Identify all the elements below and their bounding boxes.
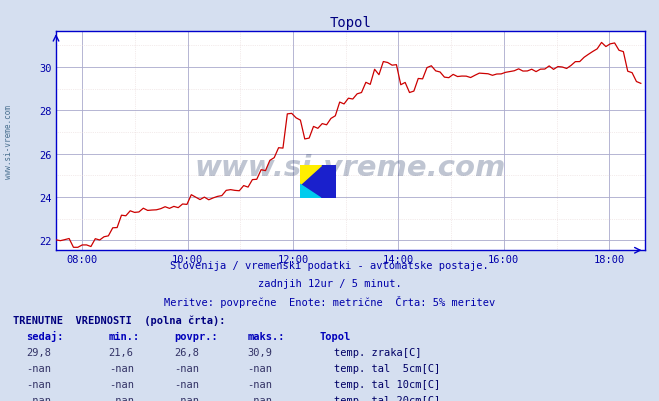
Text: -nan: -nan [26, 363, 51, 373]
Text: Meritve: povprečne  Enote: metrične  Črta: 5% meritev: Meritve: povprečne Enote: metrične Črta:… [164, 295, 495, 307]
Text: -nan: -nan [247, 395, 272, 401]
Text: TRENUTNE  VREDNOSTI  (polna črta):: TRENUTNE VREDNOSTI (polna črta): [13, 314, 225, 325]
Text: -nan: -nan [247, 363, 272, 373]
Text: Slovenija / vremenski podatki - avtomatske postaje.: Slovenija / vremenski podatki - avtomats… [170, 261, 489, 271]
Text: zadnjih 12ur / 5 minut.: zadnjih 12ur / 5 minut. [258, 279, 401, 289]
Title: Topol: Topol [330, 16, 371, 30]
Text: -nan: -nan [175, 395, 200, 401]
Text: 21,6: 21,6 [109, 347, 134, 357]
Text: -nan: -nan [175, 379, 200, 389]
Text: temp. zraka[C]: temp. zraka[C] [334, 347, 422, 357]
Text: -nan: -nan [247, 379, 272, 389]
Text: maks.:: maks.: [247, 331, 285, 341]
Text: 26,8: 26,8 [175, 347, 200, 357]
Polygon shape [300, 166, 321, 185]
Text: www.si-vreme.com: www.si-vreme.com [4, 104, 13, 178]
Text: sedaj:: sedaj: [26, 330, 64, 341]
Text: povpr.:: povpr.: [175, 331, 218, 341]
Polygon shape [300, 185, 321, 198]
Text: -nan: -nan [109, 363, 134, 373]
Text: Topol: Topol [320, 331, 351, 341]
Text: -nan: -nan [109, 395, 134, 401]
Text: -nan: -nan [26, 379, 51, 389]
Text: 29,8: 29,8 [26, 347, 51, 357]
Text: -nan: -nan [109, 379, 134, 389]
Text: min.:: min.: [109, 331, 140, 341]
Text: temp. tal 10cm[C]: temp. tal 10cm[C] [334, 379, 440, 389]
Text: temp. tal  5cm[C]: temp. tal 5cm[C] [334, 363, 440, 373]
Text: -nan: -nan [175, 363, 200, 373]
Text: 30,9: 30,9 [247, 347, 272, 357]
Text: -nan: -nan [26, 395, 51, 401]
Text: temp. tal 20cm[C]: temp. tal 20cm[C] [334, 395, 440, 401]
Text: www.si-vreme.com: www.si-vreme.com [194, 154, 506, 182]
